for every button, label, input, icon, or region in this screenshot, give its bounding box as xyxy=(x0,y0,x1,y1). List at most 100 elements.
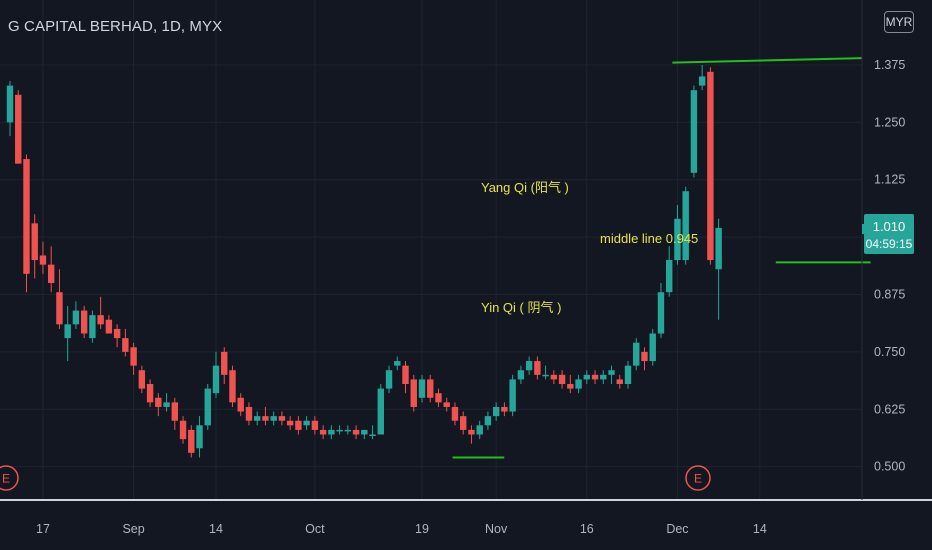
last-price-value: 1.010 xyxy=(873,219,906,234)
candle-body xyxy=(229,370,236,403)
price-tick-label: 0.750 xyxy=(874,345,905,359)
candle-body xyxy=(237,397,244,412)
candle-body xyxy=(319,429,327,435)
candle-body xyxy=(196,425,203,449)
price-tick-label: 0.875 xyxy=(874,287,905,301)
time-tick-label: Dec xyxy=(666,522,688,536)
candle-body xyxy=(6,85,14,123)
yin-qi-label: Yin Qi ( 阴气 ) xyxy=(481,300,561,315)
candle-body xyxy=(698,76,706,86)
price-tick-label: 0.625 xyxy=(874,402,905,416)
currency-button[interactable]: MYR xyxy=(884,11,914,33)
earnings-marker-circle xyxy=(685,465,711,491)
candle-body xyxy=(80,310,88,334)
candle-body xyxy=(633,342,640,366)
time-tick-label: Nov xyxy=(485,522,508,536)
candle-body xyxy=(286,420,294,426)
candle-body xyxy=(369,434,376,437)
candle-body xyxy=(122,338,129,352)
candle-body xyxy=(542,374,549,377)
middle-line-label: middle line 0.945 xyxy=(600,231,698,246)
candle-body xyxy=(262,416,269,421)
candle-body xyxy=(525,361,533,371)
price-tick-label: 1.250 xyxy=(874,115,905,129)
candle-body xyxy=(212,365,220,394)
candle-body xyxy=(245,406,253,421)
candle-body xyxy=(690,90,698,173)
price-axis-background xyxy=(862,0,932,550)
candle-body xyxy=(352,429,360,435)
candle-body xyxy=(534,361,541,375)
candle-body xyxy=(583,374,590,380)
candle-body xyxy=(39,255,47,265)
candle-body xyxy=(105,319,113,334)
price-tick-label: 0.500 xyxy=(874,460,905,474)
candle-body xyxy=(616,379,623,385)
time-tick-label: 14 xyxy=(753,522,767,536)
candle-body xyxy=(435,393,442,403)
candle-body xyxy=(146,384,154,403)
candle-body xyxy=(23,159,30,274)
candle-body xyxy=(15,94,22,164)
candle-body xyxy=(171,402,178,421)
candle-body xyxy=(48,264,55,284)
candle-body xyxy=(155,397,162,407)
earnings-marker-right[interactable]: E xyxy=(685,465,711,491)
candle-body xyxy=(377,388,384,435)
chart-title: G CAPITAL BERHAD, 1D, MYX xyxy=(8,18,223,35)
candle-body xyxy=(476,425,483,435)
last-price-badge xyxy=(864,214,914,254)
candle-body xyxy=(295,420,302,430)
annotations-layer: Yang Qi (阳气 ) middle line 0.945 Yin Qi ( 阴… xyxy=(452,57,871,459)
earnings-marker-left[interactable]: E xyxy=(0,465,19,491)
candle-body xyxy=(468,429,475,435)
candle-body xyxy=(336,429,343,432)
candle-body xyxy=(649,333,656,362)
price-axis: 0.500 0.625 0.750 0.875 1.125 1.250 1.375 xyxy=(874,58,905,474)
countdown-timer: 04:59:15 xyxy=(866,237,913,251)
candle-body xyxy=(550,374,558,380)
time-tick-label: 14 xyxy=(209,522,223,536)
candle-body xyxy=(410,379,417,407)
candle-body xyxy=(624,365,632,385)
candle-body xyxy=(138,370,146,389)
trend-line xyxy=(672,57,863,64)
candle-body xyxy=(278,416,286,421)
candle-body xyxy=(97,315,104,325)
candle-body xyxy=(427,379,434,398)
last-price-marker xyxy=(862,224,865,234)
time-tick-label: 19 xyxy=(415,522,429,536)
candle-body xyxy=(163,402,170,407)
candle-body xyxy=(567,384,574,389)
candle-body xyxy=(113,328,121,339)
candle-body xyxy=(451,406,459,421)
candle-body xyxy=(666,260,673,293)
candle-body xyxy=(707,71,714,261)
candle-body xyxy=(484,416,492,426)
price-tick-label: 1.125 xyxy=(874,173,905,187)
candle-body xyxy=(600,374,607,380)
candle-body xyxy=(715,227,722,270)
candle-body xyxy=(31,223,38,261)
candle-body xyxy=(344,429,352,432)
candle-body xyxy=(608,370,615,375)
candle-body xyxy=(402,365,409,385)
candles-layer xyxy=(6,64,722,458)
candle-body xyxy=(188,429,195,453)
candle-body xyxy=(130,347,137,366)
candle-body xyxy=(443,402,450,407)
candle-body xyxy=(674,218,681,261)
candle-body xyxy=(385,370,393,389)
candle-body xyxy=(204,388,211,426)
time-tick-label: 16 xyxy=(580,522,594,536)
candle-body xyxy=(303,420,310,426)
earnings-marker-label: E xyxy=(694,472,702,486)
candle-body xyxy=(179,420,187,440)
earnings-marker-circle xyxy=(0,465,19,491)
candle-body xyxy=(394,361,401,366)
candle-body xyxy=(361,429,368,435)
candle-body xyxy=(221,351,228,375)
candle-body xyxy=(509,379,516,412)
